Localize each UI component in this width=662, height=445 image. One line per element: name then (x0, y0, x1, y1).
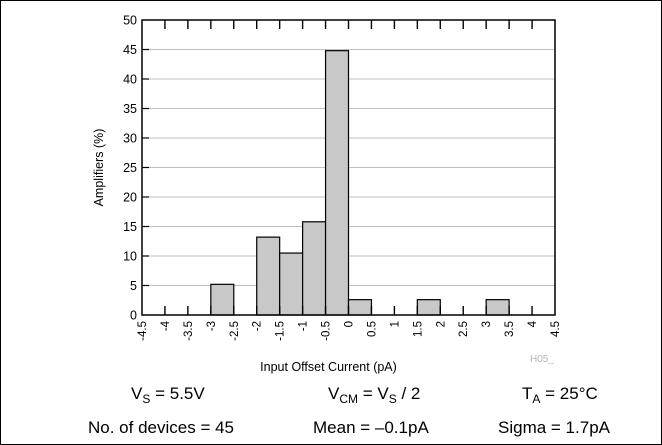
y-tick-label: 15 (123, 220, 137, 234)
ta-subscript: A (532, 392, 541, 406)
y-tick-label: 40 (123, 73, 137, 87)
x-tick-label: -4.5 (137, 321, 149, 341)
y-tick-label: 10 (123, 250, 137, 264)
vcm-subscript: CM (339, 392, 359, 406)
ta-value: = 25°C (540, 384, 598, 403)
vs-value: = 5.5V (150, 384, 205, 403)
common-mode-voltage-condition: VCM = VS / 2 (328, 384, 420, 406)
y-tick-label: 35 (123, 102, 137, 116)
axis-ticks (142, 20, 533, 315)
histogram-bar-9 (347, 299, 373, 316)
x-tick-label: 3.5 (504, 321, 516, 337)
x-tick-label: -2.5 (229, 321, 241, 341)
y-tick-label: 30 (123, 132, 137, 146)
sigma-value: Sigma = 1.7pA (498, 418, 610, 437)
x-tick-label: -3.5 (183, 321, 195, 341)
x-tick-label: 3 (481, 321, 493, 327)
figure-id-watermark: H05_ (530, 354, 554, 365)
x-tick-label: 0.5 (366, 321, 378, 337)
x-tick-label: -4 (160, 320, 172, 331)
device-count: No. of devices = 45 (88, 418, 235, 437)
x-tick-label: -2 (252, 321, 264, 331)
y-tick-label: 0 (130, 309, 137, 323)
temperature-condition: TA = 25°C (522, 384, 598, 406)
y-tick-labels: 0 5 10 15 20 25 30 35 40 45 50 (123, 14, 137, 323)
ta-symbol: T (522, 384, 533, 403)
x-tick-label: 4.5 (550, 321, 562, 337)
y-axis-label: Amplifiers (%) (92, 129, 106, 207)
x-tick-labels: -4.5 -4 -3.5 -3 -2.5 -2 -1.5 -1 -0.5 0 0.5 1 1.5 2 2.5… (137, 320, 562, 340)
supply-voltage-condition: VS = 5.5V (131, 384, 205, 406)
x-tick-label: -1 (298, 321, 310, 331)
x-tick-label: 4 (527, 320, 539, 327)
vs-symbol: V (131, 384, 143, 403)
x-axis-label: Input Offset Current (pA) (260, 360, 397, 374)
histogram-bar-5 (256, 236, 281, 316)
y-tick-label: 45 (123, 43, 137, 57)
histogram-bar-12 (416, 299, 441, 316)
histogram-bar-3 (210, 283, 235, 316)
x-tick-label: 1 (389, 321, 401, 327)
y-tick-label: 50 (123, 14, 137, 28)
vcm-symbol: V (328, 384, 340, 403)
x-tick-label: -3 (206, 321, 218, 331)
histogram-bar-15 (485, 299, 510, 316)
x-tick-label: -0.5 (321, 321, 333, 341)
x-tick-label: 0 (344, 321, 356, 327)
vcm-equals-v: = V (358, 384, 389, 403)
y-tick-label: 25 (123, 161, 137, 175)
histogram-bar-8 (324, 50, 350, 316)
x-tick-label: 2.5 (458, 321, 470, 337)
histogram-bar-7 (302, 221, 327, 316)
histogram-bar-6 (279, 252, 304, 316)
y-tick-label: 5 (130, 279, 137, 293)
x-tick-label: 2 (435, 321, 447, 327)
vcm-value: / 2 (396, 384, 421, 403)
grid-lines (142, 49, 555, 286)
histogram-bars (210, 50, 510, 316)
vcm-s-subscript: S (388, 392, 397, 406)
mean-value: Mean = –0.1pA (313, 418, 429, 437)
y-tick-label: 20 (123, 191, 137, 205)
x-tick-label: 1.5 (412, 321, 424, 337)
x-tick-label: -1.5 (275, 321, 287, 341)
vs-subscript: S (142, 392, 151, 406)
